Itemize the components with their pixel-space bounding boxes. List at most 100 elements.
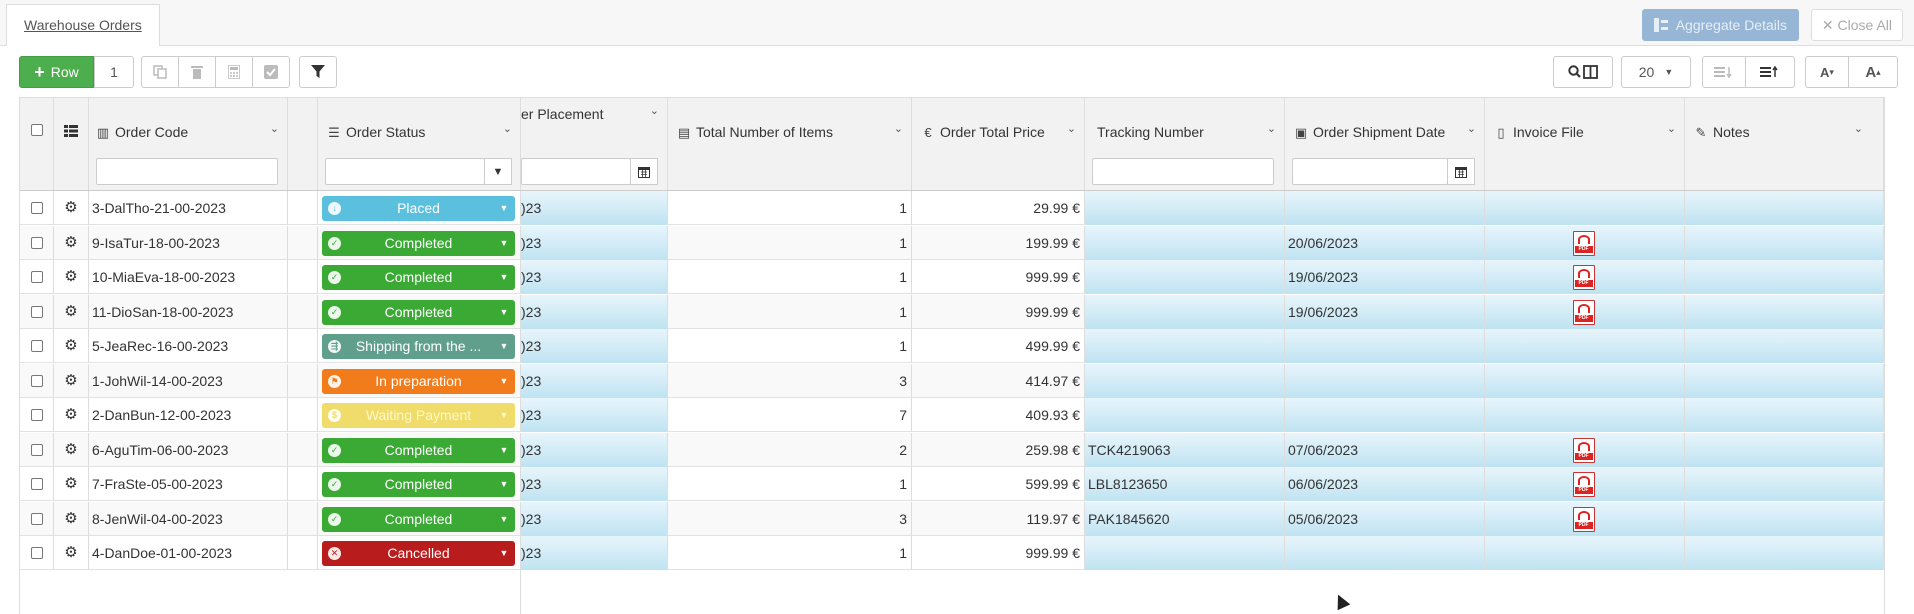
order-placement-cell[interactable]: )23 — [521, 294, 668, 329]
list-icon[interactable] — [64, 125, 78, 137]
tracking-number-cell[interactable] — [1085, 398, 1285, 432]
total-items-cell[interactable]: 1 — [668, 329, 912, 363]
invoice-file-cell[interactable] — [1485, 398, 1685, 432]
row-checkbox[interactable] — [31, 409, 43, 421]
chevron-down-icon[interactable]: ⌄ — [1066, 123, 1076, 135]
chevron-down-icon[interactable]: ⌄ — [502, 123, 512, 135]
row-checkbox[interactable] — [31, 271, 43, 283]
column-header-total-items[interactable]: ▤ Total Number of Items ⌄ — [668, 98, 912, 152]
invoice-file-cell[interactable]: PDF — [1485, 260, 1685, 294]
order-placement-cell[interactable]: )23 — [521, 536, 668, 570]
filter-icon[interactable] — [299, 56, 337, 88]
table-row[interactable]: ⚙ 9-IsaTur-18-00-2023 ✓ Completed ▼)23 1 199.9… — [20, 225, 1884, 260]
notes-cell[interactable] — [1685, 225, 1884, 260]
order-placement-cell[interactable]: )23 — [521, 225, 668, 260]
gear-icon[interactable]: ⚙ — [64, 440, 78, 458]
check-square-icon[interactable] — [252, 56, 290, 88]
copy-icon[interactable] — [141, 56, 179, 88]
caret-down-icon[interactable]: ▼ — [499, 237, 509, 248]
order-placement-cell[interactable]: )23 — [521, 329, 668, 363]
chevron-down-icon[interactable]: ⌄ — [1266, 123, 1276, 135]
tracking-number-cell[interactable] — [1085, 363, 1285, 398]
tracking-number-cell[interactable]: TCK4219063 — [1085, 432, 1285, 467]
calendar-icon[interactable] — [1447, 158, 1475, 185]
order-code-cell[interactable]: 7-FraSte-05-00-2023 — [89, 467, 288, 501]
notes-cell[interactable] — [1685, 329, 1884, 363]
row-count-input[interactable]: 1 — [94, 56, 134, 88]
order-placement-cell[interactable]: )23 — [521, 467, 668, 501]
order-placement-cell[interactable]: )23 — [521, 191, 668, 225]
total-items-cell[interactable]: 1 — [668, 225, 912, 260]
caret-down-icon[interactable]: ▼ — [499, 479, 509, 489]
total-items-cell[interactable]: 1 — [668, 191, 912, 225]
order-placement-cell[interactable]: )23 — [521, 260, 668, 294]
total-items-cell[interactable]: 3 — [668, 501, 912, 536]
gear-icon[interactable]: ⚙ — [64, 371, 78, 389]
select-all-checkbox[interactable] — [31, 124, 43, 136]
sort-asc-icon[interactable] — [1745, 56, 1795, 88]
invoice-file-cell[interactable] — [1485, 329, 1685, 363]
column-header-tracking-number[interactable]: Tracking Number ⌄ — [1085, 98, 1285, 152]
gear-icon[interactable]: ⚙ — [64, 302, 78, 320]
order-code-cell[interactable]: 3-DalTho-21-00-2023 — [89, 191, 288, 225]
pdf-file-icon[interactable]: PDF — [1572, 506, 1595, 532]
tracking-number-cell[interactable] — [1085, 329, 1285, 363]
order-status-filter-select[interactable] — [325, 158, 485, 185]
caret-down-icon[interactable]: ▼ — [499, 548, 509, 558]
add-row-button[interactable]: + Row — [19, 56, 94, 88]
total-items-cell[interactable]: 7 — [668, 398, 912, 432]
tracking-number-cell[interactable] — [1085, 260, 1285, 294]
chevron-down-icon[interactable]: ⌄ — [649, 105, 659, 117]
caret-down-icon[interactable]: ▼ — [484, 158, 512, 185]
status-badge[interactable]: ✕ Cancelled ▼ — [322, 541, 515, 566]
notes-cell[interactable] — [1685, 363, 1884, 398]
column-header-order-placement[interactable]: er Placement ⌄ — [521, 98, 668, 152]
invoice-file-cell[interactable] — [1485, 536, 1685, 570]
font-decrease-icon[interactable]: A ▾ — [1805, 56, 1849, 88]
gear-icon[interactable]: ⚙ — [64, 406, 78, 423]
column-header-invoice-file[interactable]: ▯ Invoice File ⌄ — [1485, 98, 1685, 152]
table-row[interactable]: ⚙ 7-FraSte-05-00-2023 ✓ Completed ▼)23 1 599.9… — [20, 467, 1884, 501]
total-price-cell[interactable]: 999.99 € — [912, 260, 1085, 294]
total-price-cell[interactable]: 414.97 € — [912, 363, 1085, 398]
total-price-cell[interactable]: 409.93 € — [912, 398, 1085, 432]
invoice-file-cell[interactable]: PDF — [1485, 467, 1685, 501]
pdf-file-icon[interactable]: PDF — [1572, 230, 1595, 256]
caret-down-icon[interactable]: ▼ — [499, 341, 509, 351]
pdf-file-icon[interactable]: PDF — [1572, 299, 1595, 325]
row-checkbox[interactable] — [31, 512, 43, 525]
total-price-cell[interactable]: 29.99 € — [912, 191, 1085, 225]
notes-cell[interactable] — [1685, 191, 1884, 225]
order-code-cell[interactable]: 9-IsaTur-18-00-2023 — [89, 225, 288, 260]
total-price-cell[interactable]: 119.97 € — [912, 501, 1085, 536]
table-row[interactable]: ⚙ 6-AguTim-06-00-2023 ✓ Completed ▼)23 2 259.9… — [20, 432, 1884, 467]
trash-icon[interactable] — [178, 56, 216, 88]
invoice-file-cell[interactable]: PDF — [1485, 294, 1685, 329]
caret-down-icon[interactable]: ▼ — [499, 410, 509, 420]
total-price-cell[interactable]: 199.99 € — [912, 225, 1085, 260]
tab-warehouse-orders[interactable]: Warehouse Orders — [6, 4, 160, 46]
status-badge[interactable]: $ Waiting Payment ▼ — [322, 403, 515, 428]
row-checkbox[interactable] — [31, 547, 43, 559]
table-row[interactable]: ⚙ 3-DalTho-21-00-2023 ↓ Placed ▼)23 1 29.99 € — [20, 191, 1884, 225]
order-placement-filter-input[interactable] — [521, 158, 631, 185]
invoice-file-cell[interactable]: PDF — [1485, 225, 1685, 260]
tracking-number-cell[interactable] — [1085, 225, 1285, 260]
calendar-icon[interactable] — [630, 158, 658, 185]
notes-cell[interactable] — [1685, 260, 1884, 294]
invoice-file-cell[interactable] — [1485, 363, 1685, 398]
invoice-file-cell[interactable]: PDF — [1485, 432, 1685, 467]
total-items-cell[interactable]: 1 — [668, 260, 912, 294]
shipment-date-cell[interactable]: 19/06/2023 — [1285, 260, 1485, 294]
order-code-cell[interactable]: 1-JohWil-14-00-2023 — [89, 363, 288, 398]
total-items-cell[interactable]: 1 — [668, 536, 912, 570]
row-checkbox[interactable] — [31, 305, 43, 318]
column-header-total-price[interactable]: € Order Total Price ⌄ — [912, 98, 1085, 152]
gear-icon[interactable]: ⚙ — [64, 509, 78, 527]
caret-down-icon[interactable]: ▼ — [499, 444, 509, 455]
order-placement-cell[interactable]: )23 — [521, 501, 668, 536]
gear-icon[interactable]: ⚙ — [64, 544, 78, 561]
caret-down-icon[interactable]: ▼ — [499, 272, 509, 282]
column-header-order-status[interactable]: ☰ Order Status ⌄ — [318, 98, 521, 152]
invoice-file-cell[interactable] — [1485, 191, 1685, 225]
